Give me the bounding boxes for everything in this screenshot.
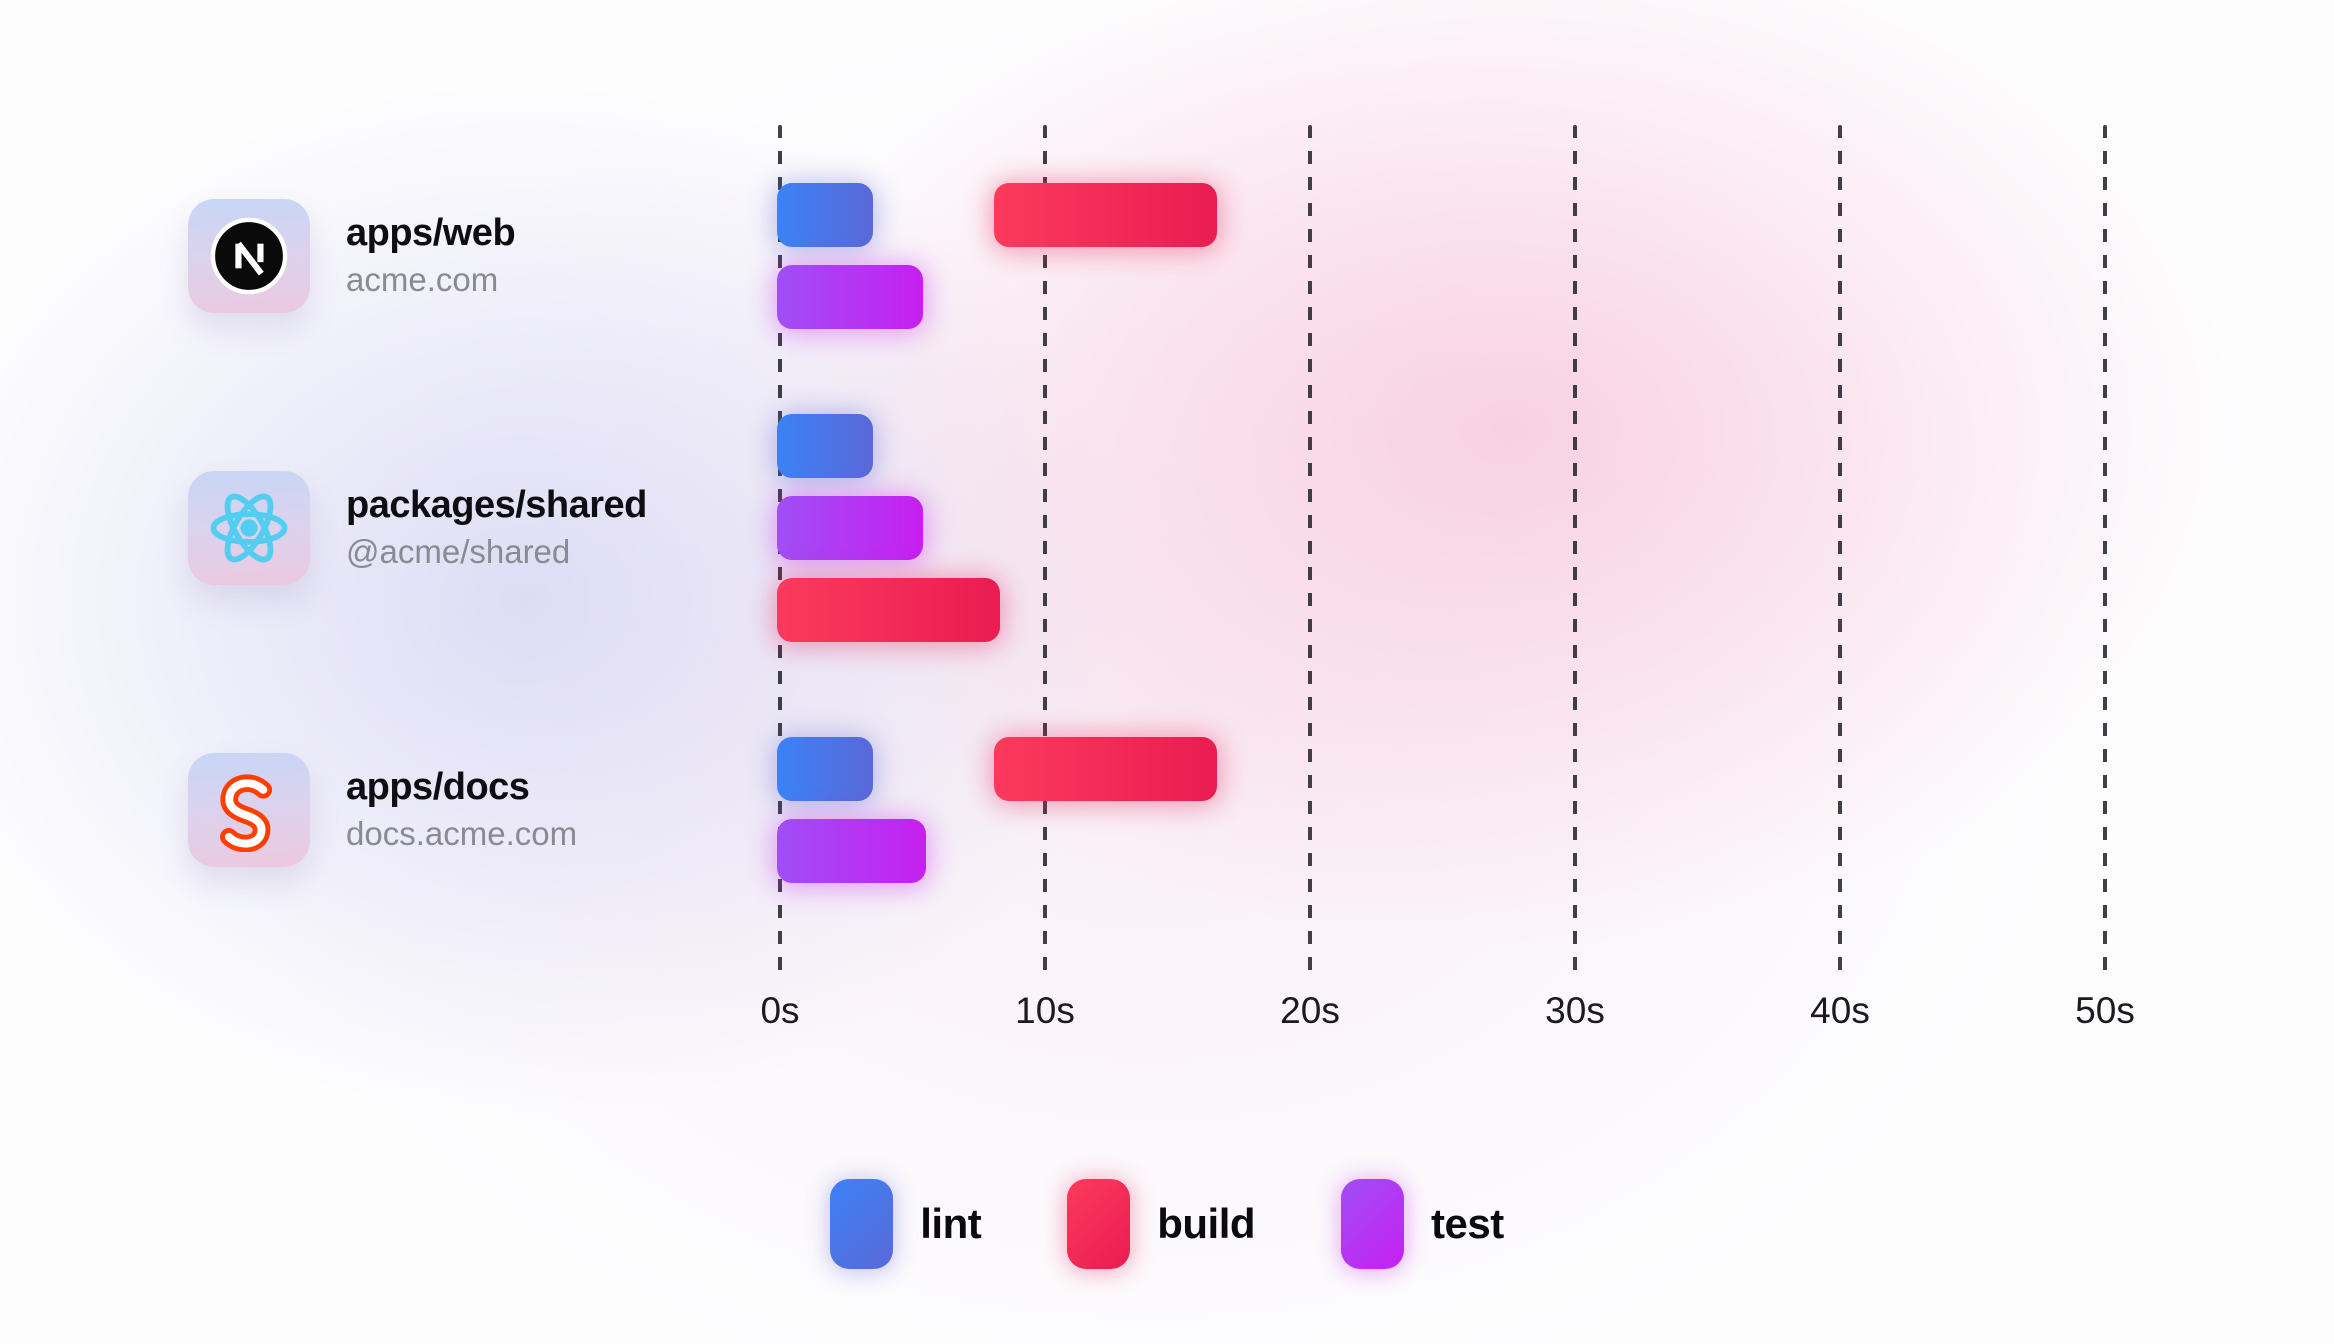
package-name: packages/shared [346, 484, 647, 527]
gridline-30s [1573, 125, 1577, 975]
legend-item-lint: lint [830, 1179, 982, 1269]
task-bar-apps-web-test [777, 265, 924, 329]
gridline-20s [1308, 125, 1312, 975]
legend-item-test: test [1341, 1179, 1504, 1269]
react-logo-icon [210, 493, 288, 563]
axis-tick-label-10s: 10s [1015, 990, 1075, 1031]
task-bar-packages-shared-test [777, 496, 924, 560]
nextjs-tile [188, 199, 310, 313]
row-text: apps/web acme.com [346, 212, 516, 299]
axis-tick-label-30s: 30s [1545, 990, 1605, 1031]
legend-label-lint: lint [920, 1200, 982, 1247]
task-bar-apps-web-build [994, 183, 1218, 247]
task-bar-apps-web-lint [777, 183, 873, 247]
gridline-10s [1043, 125, 1047, 975]
axis-tick-label-20s: 20s [1280, 990, 1340, 1031]
axis-tick-label-40s: 40s [1810, 990, 1870, 1031]
legend: lint build test [0, 1172, 2334, 1276]
package-subtitle: docs.acme.com [346, 815, 578, 853]
row-apps-docs: apps/docs docs.acme.com [188, 753, 577, 867]
gridline-50s [2103, 125, 2107, 975]
axis-tick-label-50s: 50s [2075, 990, 2135, 1031]
package-name: apps/web [346, 212, 516, 255]
package-subtitle: @acme/shared [346, 533, 571, 571]
axis-tick-label-0s: 0s [760, 990, 800, 1031]
legend-label-build: build [1157, 1200, 1256, 1247]
row-text: apps/docs docs.acme.com [346, 767, 577, 852]
svelte-logo-icon [220, 774, 273, 852]
row-text: packages/shared @acme/shared [346, 485, 647, 570]
gridline-40s [1838, 125, 1842, 975]
react-tile [188, 471, 310, 585]
row-apps-web: apps/web acme.com [188, 199, 516, 313]
legend-label-test: test [1431, 1200, 1504, 1247]
task-bar-apps-docs-lint [777, 737, 873, 801]
legend-item-build: build [1067, 1179, 1256, 1269]
task-bar-apps-docs-test [777, 819, 926, 883]
svelte-tile [188, 753, 310, 867]
task-bar-packages-shared-lint [777, 414, 873, 478]
nextjs-logo-icon [210, 217, 288, 295]
package-name: apps/docs [346, 766, 530, 809]
task-bar-packages-shared-build [777, 578, 1000, 642]
legend-swatch-lint [830, 1179, 894, 1269]
task-bar-apps-docs-build [994, 737, 1218, 801]
legend-swatch-test [1341, 1179, 1405, 1269]
legend-swatch-build [1067, 1179, 1131, 1269]
row-packages-shared: packages/shared @acme/shared [188, 471, 647, 585]
package-subtitle: acme.com [346, 261, 499, 299]
